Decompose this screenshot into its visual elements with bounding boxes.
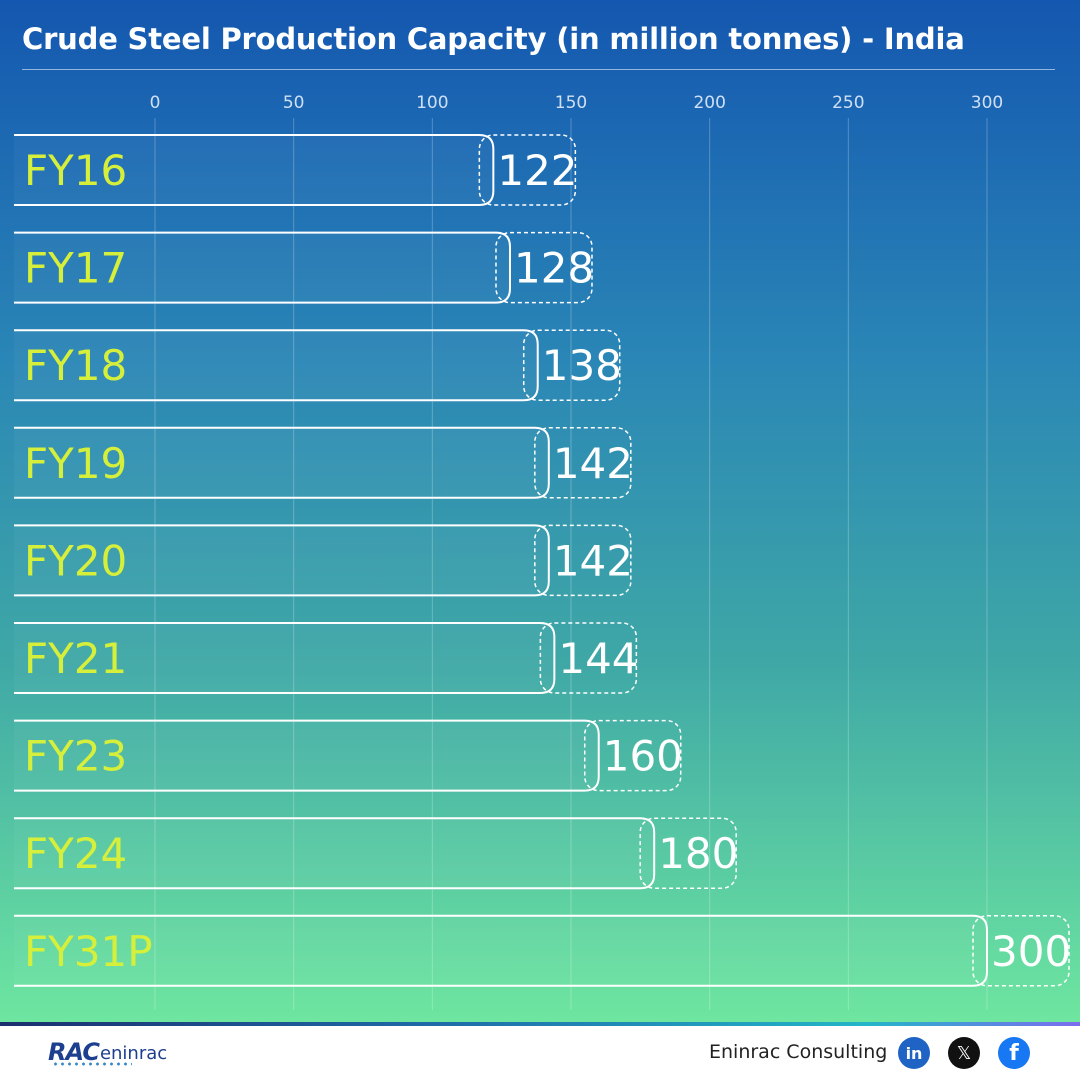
bar (14, 426, 550, 499)
linkedin-icon[interactable]: in (898, 1037, 930, 1069)
footer: RAC eninrac (0, 1022, 1080, 1080)
title-divider (22, 69, 1055, 70)
category-label: FY17 (24, 244, 127, 293)
value-label: 138 (542, 341, 622, 390)
x-tick-label: 250 (832, 93, 864, 113)
bar-chart: 0 50 100 150 200 250 300 FY16 122 FY17 128 FY18 138 F… (14, 93, 1071, 987)
bar (14, 914, 988, 987)
x-tick-label: 150 (555, 93, 587, 113)
category-label: FY19 (24, 439, 127, 488)
category-label: FY18 (24, 341, 127, 390)
category-label: FY23 (24, 732, 127, 781)
value-label: 142 (553, 536, 633, 585)
value-label: 180 (658, 829, 738, 878)
logo-main-text: RAC (48, 1038, 100, 1066)
x-tick-label: 100 (416, 93, 448, 113)
value-label: 144 (558, 634, 638, 683)
x-tick-label: 200 (693, 93, 725, 113)
x-tick-label: 300 (971, 93, 1003, 113)
category-label: FY20 (24, 536, 127, 585)
eninrac-logo: RAC eninrac (48, 1039, 167, 1065)
bar (14, 329, 539, 402)
bar (14, 719, 600, 792)
chart-area: Crude Steel Production Capacity (in mill… (0, 0, 1080, 1022)
facebook-icon[interactable]: f (998, 1037, 1030, 1069)
value-label: 122 (497, 146, 577, 195)
logo-sub-text: eninrac (99, 1043, 168, 1064)
value-label: 300 (991, 927, 1071, 976)
value-label: 142 (553, 439, 633, 488)
chart-title: Crude Steel Production Capacity (in mill… (22, 22, 965, 56)
bar (14, 622, 556, 694)
x-tick-label: 50 (283, 93, 305, 113)
logo-dots (52, 1062, 132, 1066)
bar (14, 231, 511, 304)
value-label: 128 (514, 244, 594, 293)
category-label: FY21 (24, 634, 127, 683)
value-label: 160 (603, 732, 683, 781)
company-name: Eninrac Consulting (709, 1041, 888, 1063)
category-label: FY24 (24, 829, 127, 878)
bar (14, 817, 656, 890)
category-label: FY31P (24, 927, 153, 976)
footer-accent-strip (0, 1022, 1080, 1026)
category-label: FY16 (24, 146, 127, 195)
bar (14, 134, 495, 206)
bar (14, 524, 550, 597)
x-tick-label: 0 (150, 93, 161, 113)
x-icon[interactable]: 𝕏 (948, 1037, 980, 1069)
